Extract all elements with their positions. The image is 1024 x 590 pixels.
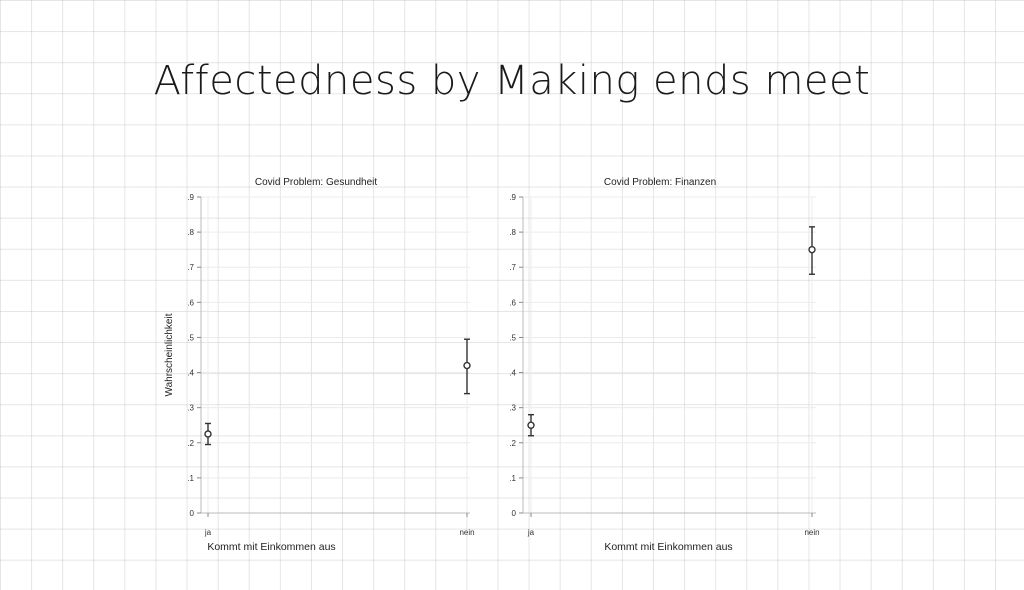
y-tick-label: .4: [187, 369, 194, 378]
y-tick-label: .4: [509, 369, 516, 378]
panel-title: Covid Problem: Finanzen: [604, 177, 716, 188]
x-tick-label: ja: [204, 528, 212, 537]
x-tick-label: nein: [804, 528, 819, 537]
y-tick-label: .5: [509, 333, 516, 342]
y-tick-label: 0: [512, 509, 517, 518]
data-point: [527, 421, 535, 429]
y-tick-label: .5: [187, 333, 194, 342]
y-axis-label: Wahrscheinlichkeit: [164, 313, 175, 396]
y-tick-label: .6: [187, 298, 194, 307]
panel-title: Covid Problem: Gesundheit: [255, 177, 378, 188]
x-axis-label: Kommt mit Einkommen aus: [604, 541, 732, 553]
y-tick-label: .1: [509, 474, 516, 483]
y-tick-label: .2: [509, 439, 516, 448]
y-tick-label: .1: [187, 474, 194, 483]
x-tick-label: ja: [527, 528, 535, 537]
y-tick-label: 0: [190, 509, 195, 518]
slide-title: Affectedness by Making ends meet: [153, 58, 871, 104]
x-tick-label: nein: [459, 528, 474, 537]
data-point: [463, 361, 471, 370]
x-axis-label: Kommt mit Einkommen aus: [207, 541, 335, 553]
data-point: [808, 245, 816, 254]
y-tick-label: .7: [187, 263, 194, 272]
y-tick-label: .9: [509, 193, 516, 202]
y-tick-label: .8: [187, 228, 194, 237]
y-tick-label: .9: [187, 193, 194, 202]
y-tick-label: .2: [187, 439, 194, 448]
data-point: [204, 430, 212, 438]
y-tick-label: .8: [509, 228, 516, 237]
y-tick-label: .7: [509, 263, 516, 272]
y-tick-label: .3: [187, 404, 194, 413]
y-tick-label: .6: [509, 298, 516, 307]
y-tick-label: .3: [509, 404, 516, 413]
